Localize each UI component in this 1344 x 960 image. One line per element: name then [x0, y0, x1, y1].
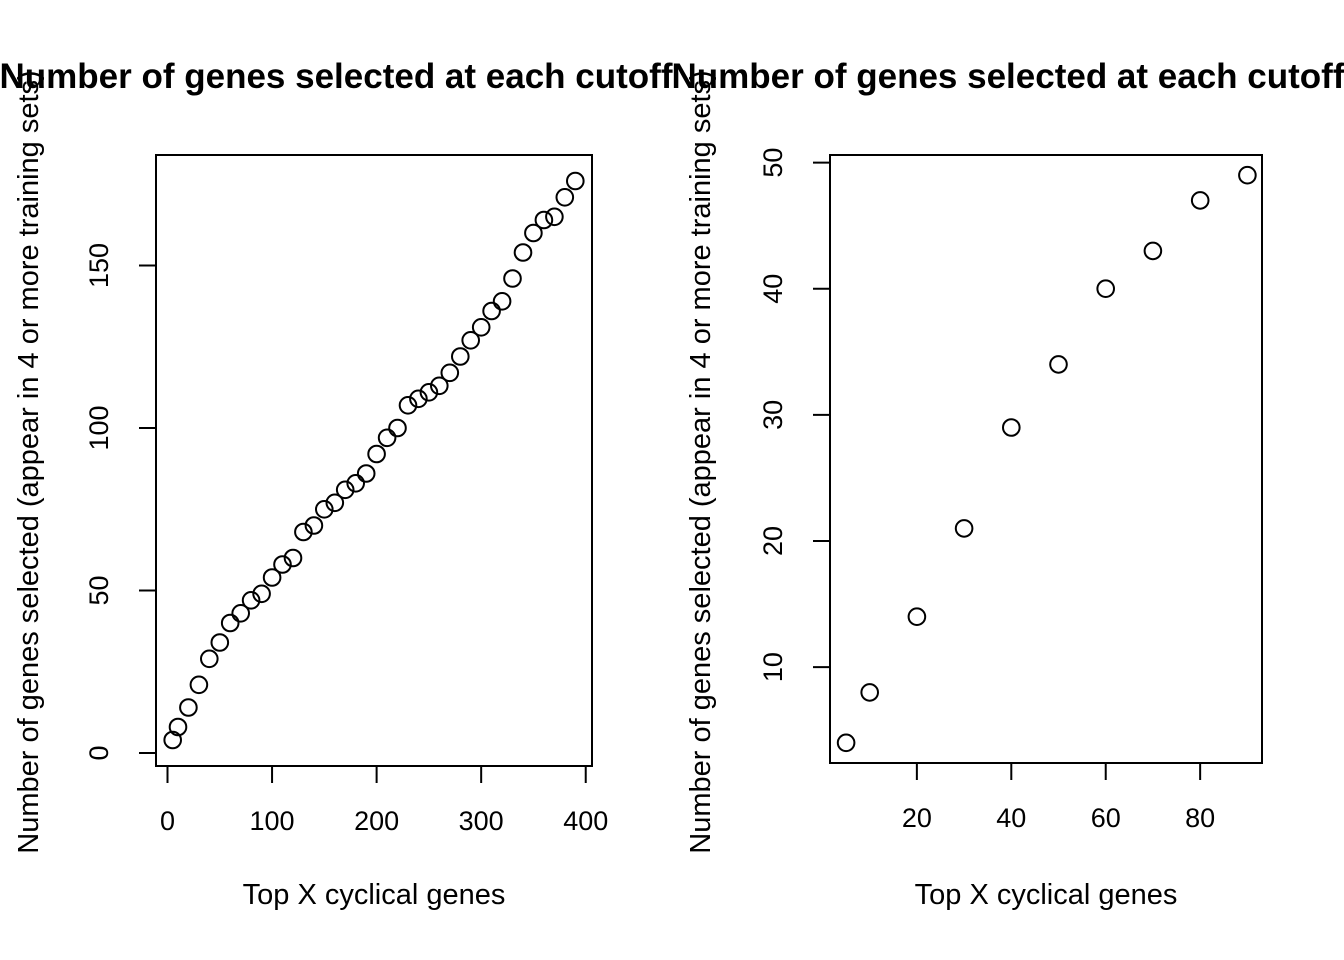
- plot1-data-point: [304, 516, 324, 535]
- plot1-data-point: [482, 301, 501, 321]
- plot1-data-point: [398, 396, 418, 415]
- plot1-data-point: [294, 522, 313, 542]
- plot2-x-axis-label: Top X cyclical genes: [914, 879, 1178, 911]
- plot1-data-point: [524, 223, 543, 243]
- plot1-data-point: [377, 428, 397, 448]
- plot2-data-point: [1002, 418, 1021, 437]
- plot1-data-point: [200, 649, 219, 669]
- plot1-data-point: [440, 363, 460, 383]
- plot1-data-point: [545, 207, 564, 227]
- plot2-data-point: [954, 519, 974, 538]
- plot2-data-point: [1096, 279, 1115, 299]
- plot1-data-point: [555, 188, 575, 207]
- plot1-data-point: [231, 604, 250, 623]
- plot1-y-tick-label: 50: [84, 575, 114, 605]
- plot2-y-axis-label: Number of genes selected (appear in 4 or…: [685, 70, 718, 854]
- plot1-y-tick-label: 150: [84, 243, 114, 288]
- plot2-y-tick-label: 50: [758, 148, 788, 178]
- plot1-data-point: [241, 591, 261, 610]
- plot1-data-point: [252, 584, 271, 604]
- plot1-x-tick-label: 100: [250, 806, 295, 836]
- plot1-data-point: [471, 318, 491, 337]
- plot2-y-tick-label: 40: [758, 274, 788, 304]
- plot1-data-point: [179, 698, 198, 717]
- plot1-data-point: [430, 376, 449, 396]
- plot1-x-axis-label: Top X cyclical genes: [242, 879, 506, 911]
- plot1-data-point: [503, 269, 522, 288]
- plot1-data-point: [283, 548, 303, 568]
- plot2-data-point: [860, 683, 880, 702]
- plot1-data-point: [388, 418, 407, 438]
- plot1-x-tick-label: 0: [160, 806, 175, 836]
- plot1-data-point: [273, 555, 292, 574]
- plot1-data-point: [168, 717, 188, 737]
- plot2-data-point: [907, 607, 927, 627]
- plot1-data-point: [451, 347, 470, 366]
- plot1-title: Number of genes selected at each cutoff: [0, 57, 673, 96]
- plot1-data-point: [262, 568, 282, 587]
- plot1-x-tick-label: 200: [354, 806, 399, 836]
- plot1-data-point: [220, 613, 240, 633]
- plot1-data-point: [367, 444, 386, 464]
- plot1-data-point: [461, 331, 481, 350]
- plot1-y-tick-label: 0: [84, 745, 114, 760]
- plot1-data-point: [419, 383, 439, 402]
- plot2-title: Number of genes selected at each cutoff: [671, 57, 1344, 96]
- plot1-data-point: [346, 474, 366, 493]
- plot1-data-point: [210, 633, 230, 652]
- plot1-data-point: [356, 464, 376, 483]
- plot1-data-point: [189, 675, 209, 695]
- plot1-data-point: [534, 210, 554, 230]
- plot2-y-tick-label: 20: [758, 526, 788, 556]
- plot1-data-point: [163, 730, 182, 750]
- plot1-y-axis-label: Number of genes selected (appear in 4 or…: [13, 70, 46, 854]
- plot1-x-tick-label: 300: [459, 806, 504, 836]
- plot1-data-point: [513, 243, 533, 262]
- plot1-data-point: [335, 480, 355, 500]
- plot1-data-point: [325, 493, 345, 513]
- plot1-frame: [155, 154, 593, 767]
- plot2-data-point: [1049, 355, 1068, 374]
- plot1-x-tick-label: 400: [563, 806, 608, 836]
- plot2-data-point: [1143, 241, 1163, 261]
- plot2-x-tick-label: 80: [1185, 803, 1215, 833]
- plot1-data-point: [566, 171, 585, 191]
- plot2-data-point: [836, 733, 856, 753]
- plot2-data-point: [1190, 191, 1210, 210]
- plot2-data-point: [1238, 165, 1257, 185]
- plot2-x-tick-label: 20: [902, 803, 932, 833]
- plot2-y-tick-label: 30: [758, 400, 788, 430]
- plot1-y-tick-label: 100: [84, 405, 114, 450]
- plot2-y-tick-label: 10: [758, 652, 788, 682]
- plot1-data-point: [492, 292, 512, 311]
- plot2-x-tick-label: 60: [1091, 803, 1121, 833]
- plot2-x-tick-label: 40: [996, 803, 1026, 833]
- plot2-frame: [829, 154, 1263, 764]
- plot1-data-point: [315, 500, 334, 519]
- plot1-data-point: [409, 389, 428, 409]
